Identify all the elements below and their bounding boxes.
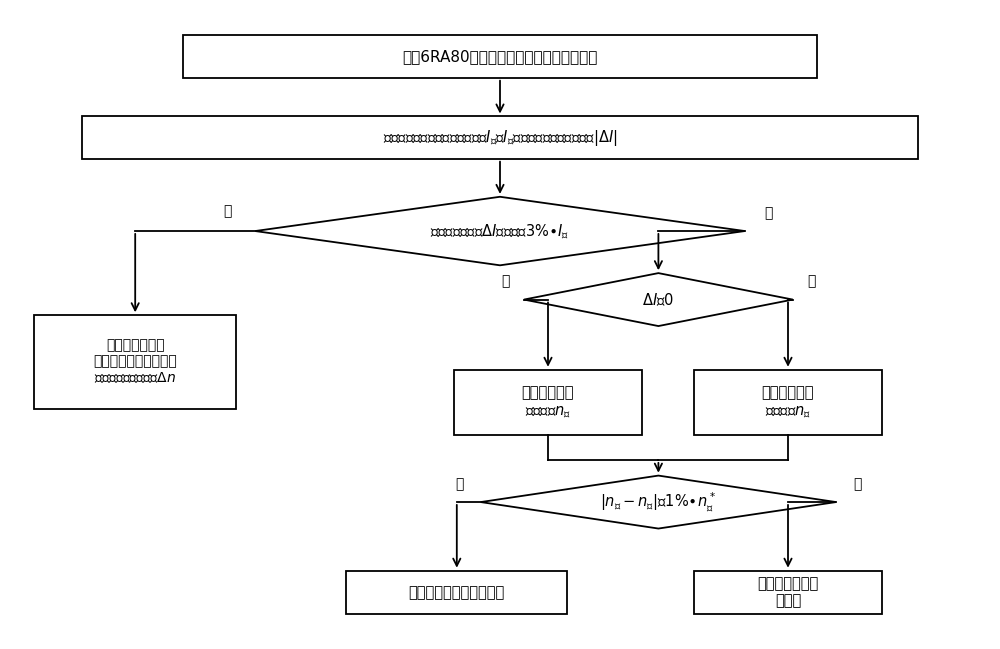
Text: 得到下辊电机
的转速值$n_{下}$: 得到下辊电机 的转速值$n_{下}$ <box>762 385 814 420</box>
Text: 得到上辊电机
的转速值$n_{上}$: 得到上辊电机 的转速值$n_{上}$ <box>522 385 574 420</box>
FancyBboxPatch shape <box>183 36 817 78</box>
Text: $|n_{上}-n_{下}|$＞1%$\bullet$$n^*_{上}$: $|n_{上}-n_{下}|$＞1%$\bullet$$n^*_{上}$ <box>600 491 716 514</box>
Text: 是: 是 <box>455 477 464 491</box>
Text: 分别记录上下辊电机的电枢电流$I_{上}$和$I_{下}$，计算电流的差值绝对值$|\Delta I|$: 分别记录上下辊电机的电枢电流$I_{上}$和$I_{下}$，计算电流的差值绝对值… <box>383 128 617 147</box>
Polygon shape <box>255 197 745 265</box>
Text: 是: 是 <box>223 204 231 219</box>
FancyBboxPatch shape <box>82 116 918 159</box>
Text: 电流差值绝对值$\Delta I$是否大于3%$\bullet$$I_{上}$: 电流差值绝对值$\Delta I$是否大于3%$\bullet$$I_{上}$ <box>430 221 570 241</box>
Text: 减速换一对新的上下轧辊: 减速换一对新的上下轧辊 <box>409 585 505 600</box>
Polygon shape <box>524 273 793 326</box>
FancyBboxPatch shape <box>694 570 882 614</box>
Polygon shape <box>481 476 836 528</box>
Text: 否: 否 <box>807 275 816 288</box>
Text: 通过6RA80直流调速器分别启动上下辊电机: 通过6RA80直流调速器分别启动上下辊电机 <box>402 49 598 64</box>
Text: 是: 是 <box>501 275 510 288</box>
FancyBboxPatch shape <box>454 370 642 435</box>
Text: 调节上辊或者下
辊电机的速度，计算附
加速度给定的微调量$\Delta n$: 调节上辊或者下 辊电机的速度，计算附 加速度给定的微调量$\Delta n$ <box>93 338 177 386</box>
Text: 否: 否 <box>764 206 772 220</box>
FancyBboxPatch shape <box>346 570 567 614</box>
Text: $\Delta I$＞0: $\Delta I$＞0 <box>642 291 674 308</box>
Text: 否: 否 <box>853 477 862 491</box>
Text: 输出上下辊电机
的转速: 输出上下辊电机 的转速 <box>757 576 819 609</box>
FancyBboxPatch shape <box>34 315 236 409</box>
FancyBboxPatch shape <box>694 370 882 435</box>
